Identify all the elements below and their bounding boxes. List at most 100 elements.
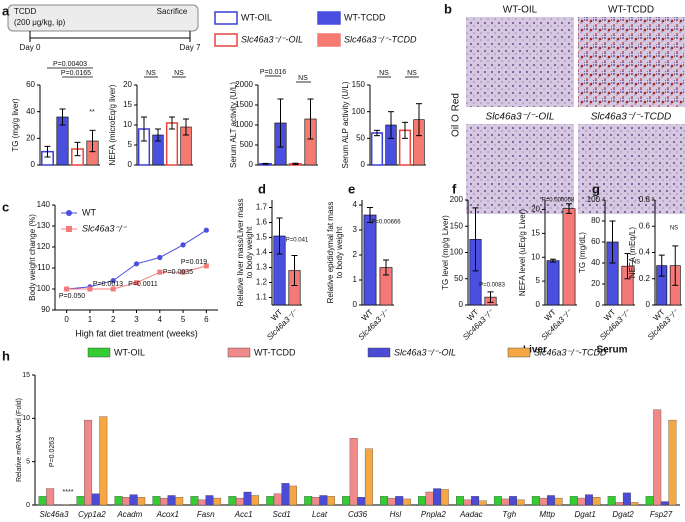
bar xyxy=(622,492,631,506)
bar xyxy=(228,496,237,506)
x-tick-label: Slc46a3⁻/⁻ xyxy=(540,307,575,342)
y-tick-label: 1.4 xyxy=(256,248,268,257)
timeline-end: Day 7 xyxy=(180,43,201,52)
y-tick-label: 10 xyxy=(123,120,132,129)
bar xyxy=(531,496,540,506)
point xyxy=(203,227,209,233)
y-axis-label: TG level (mg/g Liver) xyxy=(441,215,450,290)
x-tick-label: Acox1 xyxy=(156,510,179,519)
bar xyxy=(370,132,384,166)
y-tick-label: 2000 xyxy=(235,80,253,89)
y-tick-label: 0 xyxy=(536,300,541,309)
x-tick-label: Cyp1a2 xyxy=(78,510,106,519)
bar xyxy=(380,496,389,506)
annotation: NS xyxy=(146,70,156,77)
legend-swatch xyxy=(227,347,251,358)
y-tick-label: 0.6 xyxy=(639,221,651,230)
y-axis-label: NEFA level (uEq/g Liver) xyxy=(518,209,527,296)
bar xyxy=(387,497,396,506)
annotation: ** xyxy=(89,109,95,116)
y-tick-label: 150 xyxy=(352,80,366,89)
bar xyxy=(175,497,184,506)
bar xyxy=(349,438,358,506)
y-tick-label: 20 xyxy=(531,205,540,214)
legend-swatch xyxy=(507,347,531,358)
y-tick-label: 0.2 xyxy=(639,274,651,283)
panel-label: b xyxy=(444,1,452,16)
x-tick-label: Mttp xyxy=(539,510,555,519)
bar xyxy=(516,499,525,506)
y-axis-label: Relative mRNA level (Fold) xyxy=(16,398,23,482)
x-tick-label: Dgat1 xyxy=(574,510,595,519)
y-tick-label: 140 xyxy=(37,200,51,209)
x-tick-label: 6 xyxy=(204,315,209,324)
point xyxy=(180,242,186,248)
y-tick-label: 15 xyxy=(123,100,132,109)
y-tick-label: 4 xyxy=(353,200,358,209)
stain-label: Oil O Red xyxy=(451,93,462,137)
y-tick-label: 0.4 xyxy=(639,248,651,257)
bar xyxy=(395,496,404,506)
annotation: P=0.041 xyxy=(286,238,309,244)
y-tick-label: 5 xyxy=(536,276,541,285)
legend-label: Slc46a3⁻/⁻-TCDD xyxy=(534,347,607,357)
x-tick-label: Slc46a3⁻/⁻ xyxy=(357,307,392,342)
y-tick-label: 0 xyxy=(353,300,358,309)
y-tick-label: 0 xyxy=(31,160,36,169)
y-tick-label: 20 xyxy=(26,133,35,142)
annotation: P=0.0013 xyxy=(93,281,123,288)
panel-label: e xyxy=(348,181,355,196)
bar xyxy=(418,496,426,506)
y-tick-label: 1.6 xyxy=(256,218,268,227)
y-axis-label: NEFA (microEq/g liver) xyxy=(108,84,117,165)
bar xyxy=(363,214,377,306)
x-tick-label: 0 xyxy=(64,315,69,324)
point xyxy=(180,269,186,275)
panel-label: f xyxy=(452,181,457,196)
y-tick-label: 20 xyxy=(123,80,132,89)
y-tick-label: 150 xyxy=(450,221,464,230)
annotation: NS xyxy=(379,70,389,77)
bar xyxy=(114,496,123,506)
x-tick-label: Fasn xyxy=(197,510,215,519)
panel-label: a xyxy=(2,3,10,18)
bar xyxy=(455,496,464,506)
annotation: NS xyxy=(632,260,640,266)
y-tick-label: 0.8 xyxy=(639,195,651,204)
annotation: NS xyxy=(174,70,184,77)
bar xyxy=(592,497,601,506)
bar xyxy=(235,497,244,506)
timeline-dose: (200 μg/kg, ip) xyxy=(14,18,66,27)
point xyxy=(157,254,163,261)
micrograph xyxy=(578,124,685,214)
y-tick-label: 40 xyxy=(26,107,35,116)
timeline-end-label: Sacrifice xyxy=(157,7,188,16)
bar xyxy=(569,496,578,506)
y-tick-label: 5 xyxy=(26,459,30,466)
legend-label: WT-OIL xyxy=(114,347,145,357)
bar xyxy=(84,419,93,506)
y-tick-label: 110 xyxy=(37,263,50,272)
bar xyxy=(273,493,282,506)
bar xyxy=(509,496,518,506)
bar xyxy=(167,495,176,506)
y-tick-label: 3 xyxy=(353,225,358,234)
point xyxy=(134,280,139,286)
y-tick-label: 20 xyxy=(591,279,600,288)
x-tick-label: Aadac xyxy=(459,510,483,519)
y-tick-label: 10 xyxy=(531,252,540,261)
y-tick-label: 80 xyxy=(591,216,600,225)
y-tick-label: 15 xyxy=(531,229,540,238)
annotation: P=0.000008 xyxy=(542,198,575,204)
y-tick-label: 60 xyxy=(591,237,600,246)
y-axis-label: Serum ALP activity (U/L) xyxy=(341,81,350,168)
annotation: **** xyxy=(63,489,74,496)
image-label: Slc46a3⁻/⁻-OIL xyxy=(486,112,555,123)
x-tick-label: 1 xyxy=(88,315,93,324)
bar xyxy=(463,499,472,506)
y-tick-label: 0 xyxy=(361,160,366,169)
annotation: P=0.00666 xyxy=(371,220,401,226)
y-tick-label: 100 xyxy=(352,107,366,116)
bar xyxy=(46,488,55,506)
panel-label: c xyxy=(2,199,9,214)
